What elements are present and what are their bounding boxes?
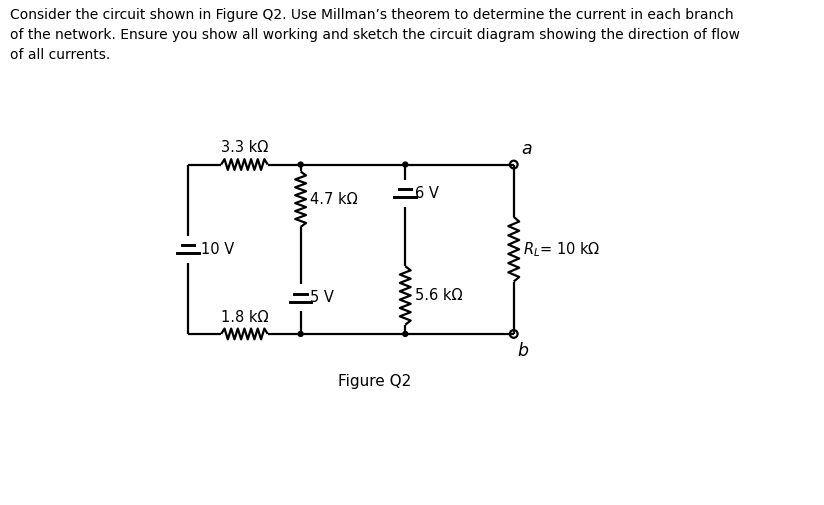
- Text: $R_L$= 10 kΩ: $R_L$= 10 kΩ: [523, 240, 601, 259]
- Text: 4.7 kΩ: 4.7 kΩ: [310, 192, 358, 207]
- Text: 5 V: 5 V: [310, 290, 334, 305]
- Text: Figure Q2: Figure Q2: [338, 374, 411, 389]
- Circle shape: [403, 331, 408, 336]
- Text: 6 V: 6 V: [414, 185, 438, 200]
- Text: 10 V: 10 V: [201, 242, 234, 257]
- Text: b: b: [517, 342, 529, 360]
- Text: 3.3 kΩ: 3.3 kΩ: [221, 140, 268, 156]
- Text: 1.8 kΩ: 1.8 kΩ: [221, 310, 268, 325]
- Text: 5.6 kΩ: 5.6 kΩ: [414, 288, 462, 303]
- Text: a: a: [522, 140, 532, 159]
- Circle shape: [298, 331, 303, 336]
- Circle shape: [403, 162, 408, 167]
- Circle shape: [298, 162, 303, 167]
- Text: Consider the circuit shown in Figure Q2. Use Millman’s theorem to determine the : Consider the circuit shown in Figure Q2.…: [10, 8, 740, 62]
